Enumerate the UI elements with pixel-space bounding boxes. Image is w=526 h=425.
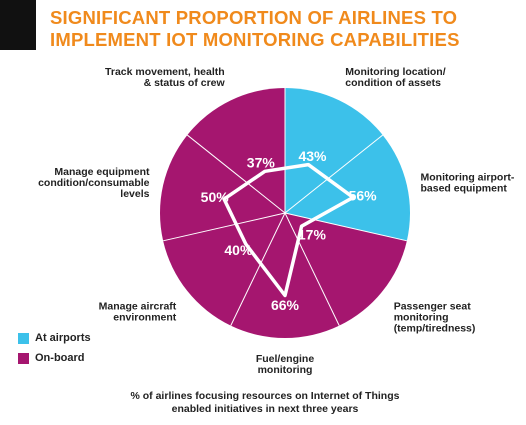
legend-item-on-board: On-board: [18, 350, 91, 366]
sector-track-movement-health-status-of-crew: [187, 88, 285, 213]
caption-line2: enabled initiatives in next three years: [171, 403, 359, 415]
chart-value-labels: 43% 56% 17% 66% 40% 50% 37%: [201, 148, 377, 313]
legend-label-on-board: On-board: [35, 352, 85, 364]
category-label-manage-equipment-condition-consumable-levels: Manage equipment condition/consumable leve…: [38, 166, 150, 200]
spoke-line: [230, 212, 286, 326]
value-label-monitoring-airport-based-equipment: 56%: [349, 187, 378, 203]
caption-line1: % of airlines focusing resources on Inte…: [130, 390, 400, 402]
spoke-line: [186, 134, 286, 214]
category-label-monitoring-location-condition-of-assets: Monitoring location/condition of assets: [345, 66, 445, 89]
legend-swatch-on-board: [18, 352, 29, 364]
value-label-passenger-seat-monitoring-temp-tiredness: 17%: [298, 227, 327, 243]
category-label-passenger-seat-monitoring-temp-tiredness: Passenger seat monitoring (temp/tiredness): [394, 301, 476, 335]
spoke-line: [284, 212, 340, 326]
chart-title: SIGNIFICANT PROPORTION OF AIRLINES TO IM…: [50, 7, 460, 51]
legend-label-at-airports: At airports: [35, 332, 91, 344]
chart-spokes: [163, 88, 407, 326]
spoke-line: [284, 212, 407, 242]
value-polygon: [222, 162, 355, 298]
value-label-manage-aircraft-environment: 40%: [224, 242, 253, 258]
chart-caption: % of airlines focusing resources on Inte…: [100, 390, 430, 416]
value-label-manage-equipment-condition-consumable-levels: 50%: [201, 189, 230, 205]
spoke-line: [284, 134, 384, 214]
value-label-monitoring-location-condition-of-assets: 43%: [298, 148, 327, 164]
corner-block: [0, 0, 36, 50]
category-label-monitoring-airport-based-equipment: Monitoring airport-based equipment: [421, 172, 515, 195]
chart-title-line2: IMPLEMENT IOT MONITORING CAPABILITIES: [50, 29, 460, 50]
value-label-fuel-engine-monitoring: 66%: [271, 297, 300, 313]
legend: At airports On-board: [18, 330, 91, 370]
legend-item-at-airports: At airports: [18, 330, 91, 346]
spoke-line: [163, 212, 286, 242]
chart-category-labels: Monitoring location/condition of assets M…: [38, 66, 515, 376]
sector-fuel-engine-monitoring: [230, 213, 340, 338]
category-label-fuel-engine-monitoring: Fuel/engine monitoring: [256, 353, 315, 376]
chart-polygon-layer: [222, 162, 355, 298]
sector-manage-aircraft-environment: [163, 213, 285, 326]
sector-passenger-seat-monitoring-temp-tiredness: [285, 213, 407, 326]
category-label-manage-aircraft-environment: Manage aircraft environment: [99, 301, 177, 324]
chart-sectors: [160, 88, 411, 338]
sector-monitoring-airport-based-equipment: [285, 135, 411, 241]
category-label-track-movement-health-status-of-crew: Track movement, health & status of crew: [105, 66, 225, 89]
legend-swatch-at-airports: [18, 332, 29, 344]
chart-title-line1: SIGNIFICANT PROPORTION OF AIRLINES TO: [50, 7, 458, 28]
sector-manage-equipment-condition-consumable-levels: [160, 135, 285, 241]
sector-monitoring-location-condition-of-assets: [285, 88, 383, 213]
value-label-track-movement-health-status-of-crew: 37%: [247, 155, 276, 171]
